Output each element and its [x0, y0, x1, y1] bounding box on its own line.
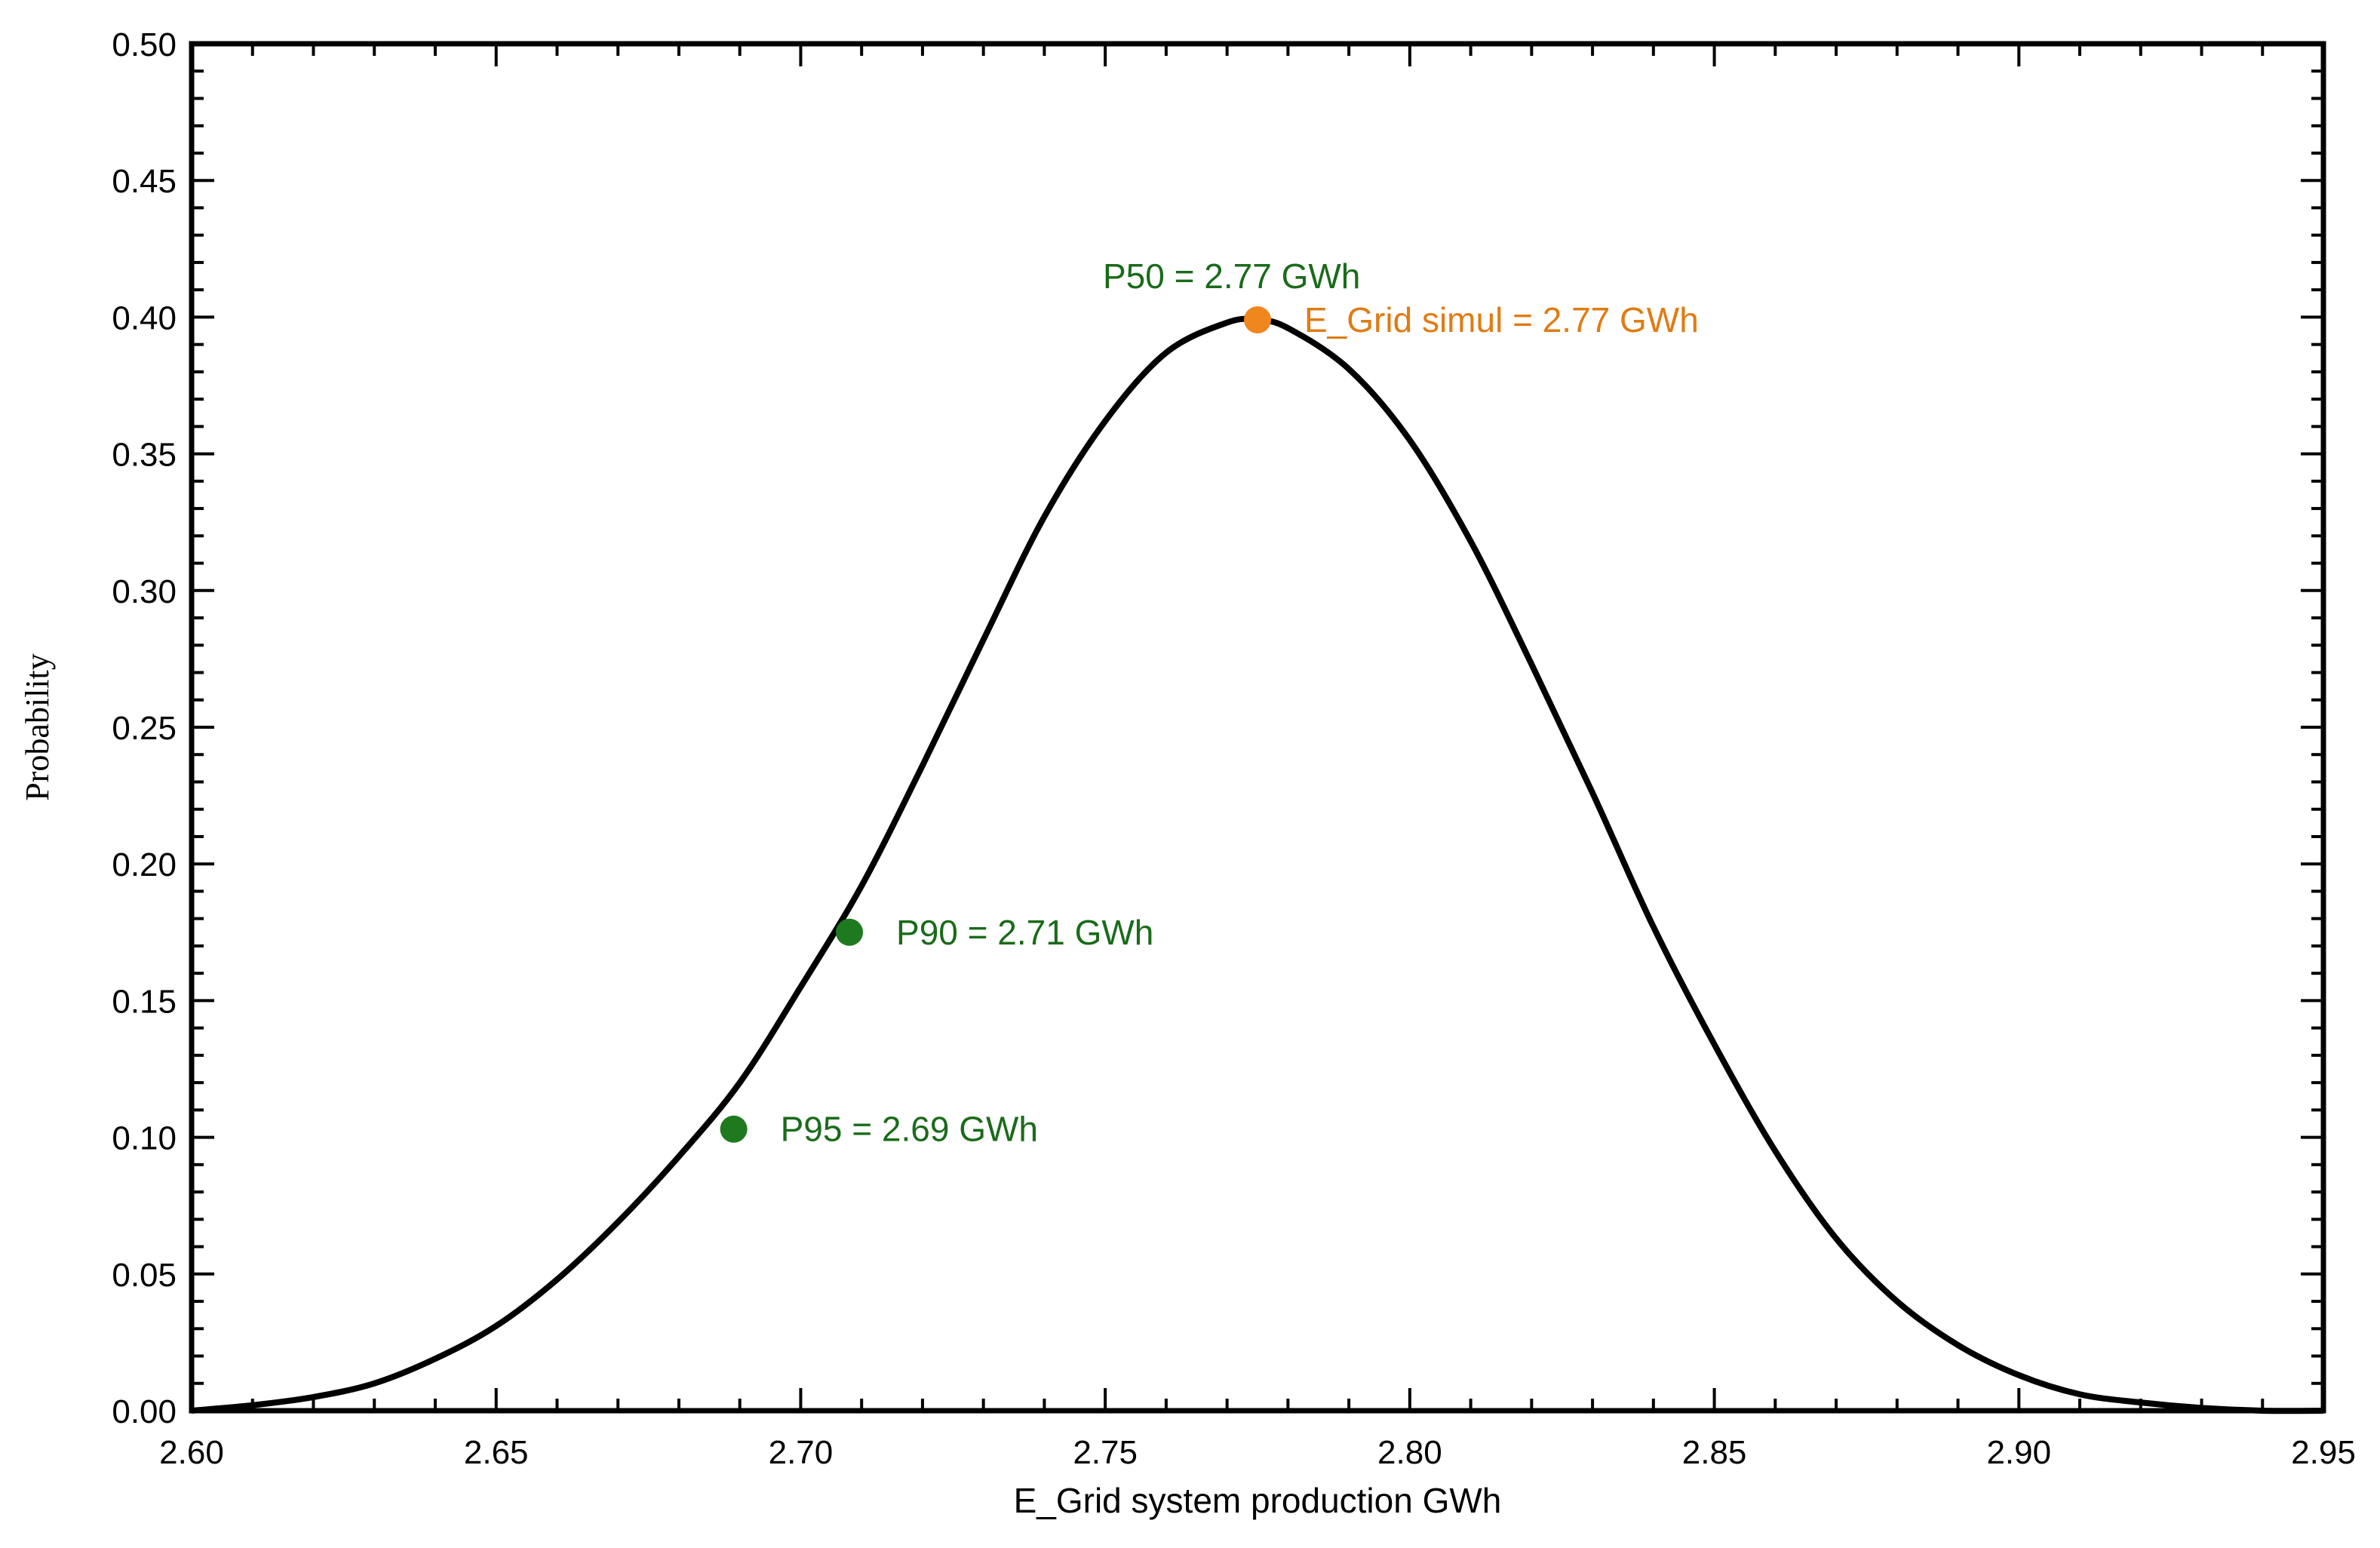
probability-curve [191, 315, 2324, 1414]
y-tick-label: 0.35 [112, 437, 177, 474]
y-tick-label: 0.10 [112, 1120, 177, 1157]
x-tick-label: 2.75 [1073, 1434, 1138, 1471]
x-tick-label: 2.60 [159, 1434, 224, 1471]
annotations-layer: P50 = 2.77 GWh E_Grid simul = 2.77 GWh P90… [720, 256, 1699, 1149]
x-tick-label: 2.80 [1377, 1434, 1442, 1471]
plot-frame [189, 41, 2326, 1414]
e-grid-simul-label: E_Grid simul = 2.77 GWh [1304, 300, 1699, 339]
y-tick-label: 0.30 [112, 573, 177, 610]
p95-marker [720, 1115, 748, 1143]
x-tick-label: 2.90 [1986, 1434, 2051, 1471]
y-tick-label: 0.50 [112, 26, 177, 63]
ticks-layer [190, 42, 2325, 1412]
x-tick-label: 2.70 [769, 1434, 834, 1471]
p90-label: P90 = 2.71 GWh [896, 913, 1153, 952]
x-tick-label: 2.85 [1682, 1434, 1747, 1471]
x-axis-title: E_Grid system production GWh [1014, 1481, 1502, 1520]
y-tick-label: 0.25 [112, 710, 177, 747]
y-tick-label: 0.20 [112, 846, 177, 883]
tick-labels-layer: 2.60 2.65 2.70 2.75 2.80 2.85 2.90 2.95 0.00 0.05… [112, 26, 2355, 1471]
p50-label: P50 = 2.77 GWh [1103, 256, 1360, 296]
x-tick-label: 2.95 [2291, 1434, 2356, 1471]
y-tick-label: 0.05 [112, 1257, 177, 1294]
x-tick-label: 2.65 [464, 1434, 529, 1471]
y-tick-label: 0.00 [112, 1393, 177, 1430]
e-grid-simul-marker [1244, 306, 1271, 334]
p90-marker [836, 918, 864, 946]
p95-label: P95 = 2.69 GWh [781, 1110, 1038, 1149]
y-tick-label: 0.45 [112, 163, 177, 200]
curve-layer [191, 315, 2324, 1414]
y-axis-title: Probability [19, 653, 56, 801]
y-tick-label: 0.15 [112, 983, 177, 1020]
y-tick-label: 0.40 [112, 299, 177, 336]
